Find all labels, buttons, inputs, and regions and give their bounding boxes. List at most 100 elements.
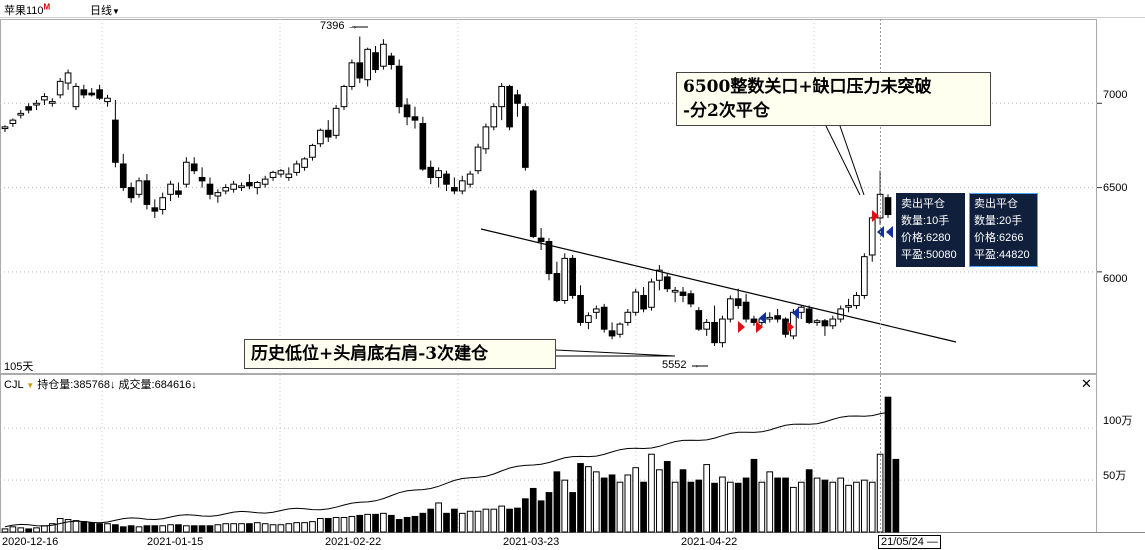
candle-body <box>506 85 513 128</box>
candle-body <box>616 323 624 335</box>
x-tick-label: 2020-12-16 <box>2 536 59 548</box>
volume-bar <box>324 518 332 533</box>
symbol-title[interactable]: 苹果110M <box>4 2 51 17</box>
volume-bar <box>48 523 56 533</box>
volume-bar <box>569 492 576 533</box>
volume-bar <box>88 522 96 533</box>
volume-bar <box>253 522 261 533</box>
volume-bar <box>151 525 159 533</box>
volume-bar <box>782 477 789 533</box>
x-tick-label: 2021-01-15 <box>147 536 204 548</box>
volume-bar <box>96 523 103 533</box>
candle-body <box>821 320 829 327</box>
volume-bar <box>474 510 482 533</box>
candle-body <box>135 180 143 195</box>
volume-bar <box>695 479 703 533</box>
candle-body <box>395 65 403 108</box>
candle-body <box>64 72 72 84</box>
candle-body <box>293 163 301 173</box>
candle-body <box>545 241 553 275</box>
indicator-name[interactable]: CJL <box>4 379 24 391</box>
candle-body <box>309 144 316 158</box>
volume-bar <box>261 523 269 533</box>
candle-body <box>498 85 506 108</box>
volume-bar <box>427 508 435 533</box>
crosshair-date-label: 21/05/24 — <box>878 535 941 549</box>
volume-bar <box>671 481 679 533</box>
candle-body <box>80 89 88 96</box>
volume-bar <box>451 508 458 533</box>
volume-bar <box>435 502 442 533</box>
candle-body <box>608 330 616 337</box>
buy-marker-icon <box>886 226 893 238</box>
volume-bar <box>466 510 474 533</box>
candle-body <box>372 52 379 71</box>
high-price-label: 7396 → <box>320 20 359 32</box>
volume-bar <box>277 524 285 533</box>
candle-body <box>861 256 868 296</box>
volume-bar <box>640 481 647 533</box>
candle-body <box>127 187 135 199</box>
candle-body <box>632 291 640 313</box>
volume-bar <box>72 520 80 533</box>
volume-bar <box>190 525 198 533</box>
volume-label: 成交量:684616↓ <box>118 379 197 391</box>
volume-bar <box>175 524 182 533</box>
candle-body <box>813 320 821 323</box>
close-icon[interactable]: ✕ <box>1081 376 1092 391</box>
volume-bar <box>553 471 561 533</box>
candle-body <box>427 166 435 178</box>
candle-body <box>679 291 687 296</box>
volume-bar <box>482 508 490 533</box>
candle-body <box>750 318 758 323</box>
trade-info-box-selected[interactable]: 卖出平仓 数量:20手 价格:6266 平盈:44820 <box>969 193 1038 267</box>
callout-pointer <box>825 125 861 196</box>
candle-body <box>48 101 56 104</box>
volume-bar <box>230 523 237 533</box>
price-pane-frame <box>0 19 1097 374</box>
volume-bar <box>332 516 340 533</box>
volume-bar <box>529 487 537 533</box>
volume-bar <box>719 476 726 533</box>
volume-bar <box>829 481 837 533</box>
candle-body <box>104 97 111 103</box>
price-tick-6000: 6000 <box>1103 273 1128 285</box>
trade-info-box[interactable]: 卖出平仓 数量:10手 价格:6280 平盈:50080 <box>896 193 965 267</box>
candle-body <box>829 318 837 327</box>
candle-body <box>443 173 450 185</box>
candle-body <box>41 96 48 101</box>
volume-bar <box>380 512 387 533</box>
upper-annotation[interactable]: 6500整数关口+缺口压力未突破 -分2次平仓 <box>676 72 991 126</box>
candle-body <box>648 281 655 308</box>
candle-body <box>656 269 663 281</box>
volume-bar <box>348 515 356 533</box>
volume-bar <box>884 396 892 533</box>
volume-bar <box>387 514 395 533</box>
candle-body <box>774 315 781 320</box>
candle-body <box>490 106 498 128</box>
candle-body <box>301 158 308 168</box>
volume-bar <box>159 525 167 533</box>
period-selector[interactable]: 日线▼ <box>90 5 120 17</box>
candle-body <box>640 294 647 310</box>
candle-body <box>876 193 884 219</box>
candle-body <box>348 62 356 87</box>
days-count-label: 105天 <box>4 361 34 373</box>
open-interest-label: 持仓量:385768↓ <box>37 379 116 391</box>
x-tick-label: 2021-04-22 <box>681 536 738 548</box>
candle-body <box>695 310 703 330</box>
lower-annotation[interactable]: 历史低位+头肩底右肩-3次建仓 <box>244 339 556 369</box>
volume-tick-50w: 50万 <box>1103 470 1127 482</box>
volume-bar <box>837 477 845 533</box>
trade-pnl: 平盈:44820 <box>974 249 1030 261</box>
volume-bar <box>663 460 671 533</box>
candle-body <box>269 171 277 178</box>
trade-price: 价格:6266 <box>974 232 1024 244</box>
volume-bar <box>364 513 371 533</box>
volume-bar <box>813 477 821 533</box>
candle-body <box>9 119 17 125</box>
volume-bar <box>711 482 718 533</box>
volume-bar <box>238 523 245 533</box>
upper-annotation-line2: -分2次平仓 <box>683 101 770 121</box>
